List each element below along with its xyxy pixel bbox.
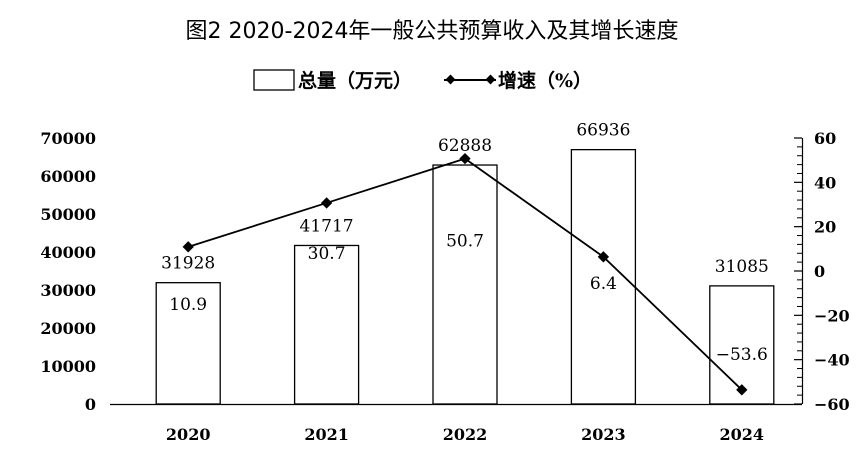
growth-value-label: 50.7 xyxy=(446,232,484,252)
bar-value-label: 66936 xyxy=(576,121,630,141)
bar-value-label: 62888 xyxy=(438,136,492,156)
left-y-tick-label: 20000 xyxy=(40,319,96,338)
bar xyxy=(293,244,360,405)
growth-point xyxy=(182,241,194,253)
x-tick-label: 2023 xyxy=(581,425,626,444)
growth-point xyxy=(736,384,748,396)
left-y-tick-label: 50000 xyxy=(40,205,96,224)
bar xyxy=(432,164,498,405)
bar-series xyxy=(155,148,775,405)
line-value-labels: 10.9 30.7 50.7 6.4 −53.6 xyxy=(169,232,768,365)
x-ticks: 2020 2021 2022 2023 2024 xyxy=(166,425,764,444)
left-y-tick-label: 40000 xyxy=(40,243,96,262)
bar-value-labels: 31928 41717 62888 66936 31085 xyxy=(161,121,769,277)
bar-value-label: 31085 xyxy=(715,257,769,277)
right-y-tick-label: 20 xyxy=(814,218,836,237)
growth-value-label: 10.9 xyxy=(169,295,207,315)
right-y-tick-label: −40 xyxy=(814,351,850,370)
legend-line-marker-right xyxy=(485,74,496,85)
right-y-tick-label: 40 xyxy=(814,173,836,192)
x-tick-label: 2020 xyxy=(166,425,211,444)
left-y-tick-label: 70000 xyxy=(40,129,96,148)
chart-title: 图2 2020-2024年一般公共预算收入及其增长速度 xyxy=(186,19,679,44)
x-tick-label: 2021 xyxy=(304,425,349,444)
bar xyxy=(155,282,221,405)
left-y-tick-label: 10000 xyxy=(40,357,96,376)
growth-point xyxy=(459,152,471,165)
legend: 总量（万元） 增速（%） xyxy=(253,69,592,92)
left-y-tick-label: 0 xyxy=(85,395,96,414)
right-y-tick-label: 60 xyxy=(814,129,836,148)
right-y-tick-label: −60 xyxy=(814,395,850,414)
right-y-ticks: −60 −40 −20 0 20 40 60 xyxy=(794,129,850,414)
bar-value-label: 31928 xyxy=(161,254,215,274)
x-tick-label: 2024 xyxy=(720,425,765,444)
x-tick-label: 2022 xyxy=(443,425,488,444)
left-y-tick-label: 30000 xyxy=(40,281,96,300)
right-y-tick-label: −20 xyxy=(814,306,850,325)
growth-point xyxy=(320,197,333,209)
left-y-ticks: 0 10000 20000 30000 40000 50000 60000 70000 xyxy=(40,129,96,414)
growth-value-label: 6.4 xyxy=(590,274,617,294)
legend-line-label: 增速（%） xyxy=(498,69,592,92)
legend-bar-label: 总量（万元） xyxy=(298,69,412,92)
bar-value-label: 41717 xyxy=(300,216,354,236)
growth-value-label: −53.6 xyxy=(716,345,768,365)
legend-line-marker-left xyxy=(445,74,456,85)
growth-value-label: 30.7 xyxy=(308,244,346,264)
left-y-tick-label: 60000 xyxy=(40,167,96,186)
legend-bar-swatch xyxy=(253,69,295,91)
right-y-tick-label: 0 xyxy=(814,262,825,281)
